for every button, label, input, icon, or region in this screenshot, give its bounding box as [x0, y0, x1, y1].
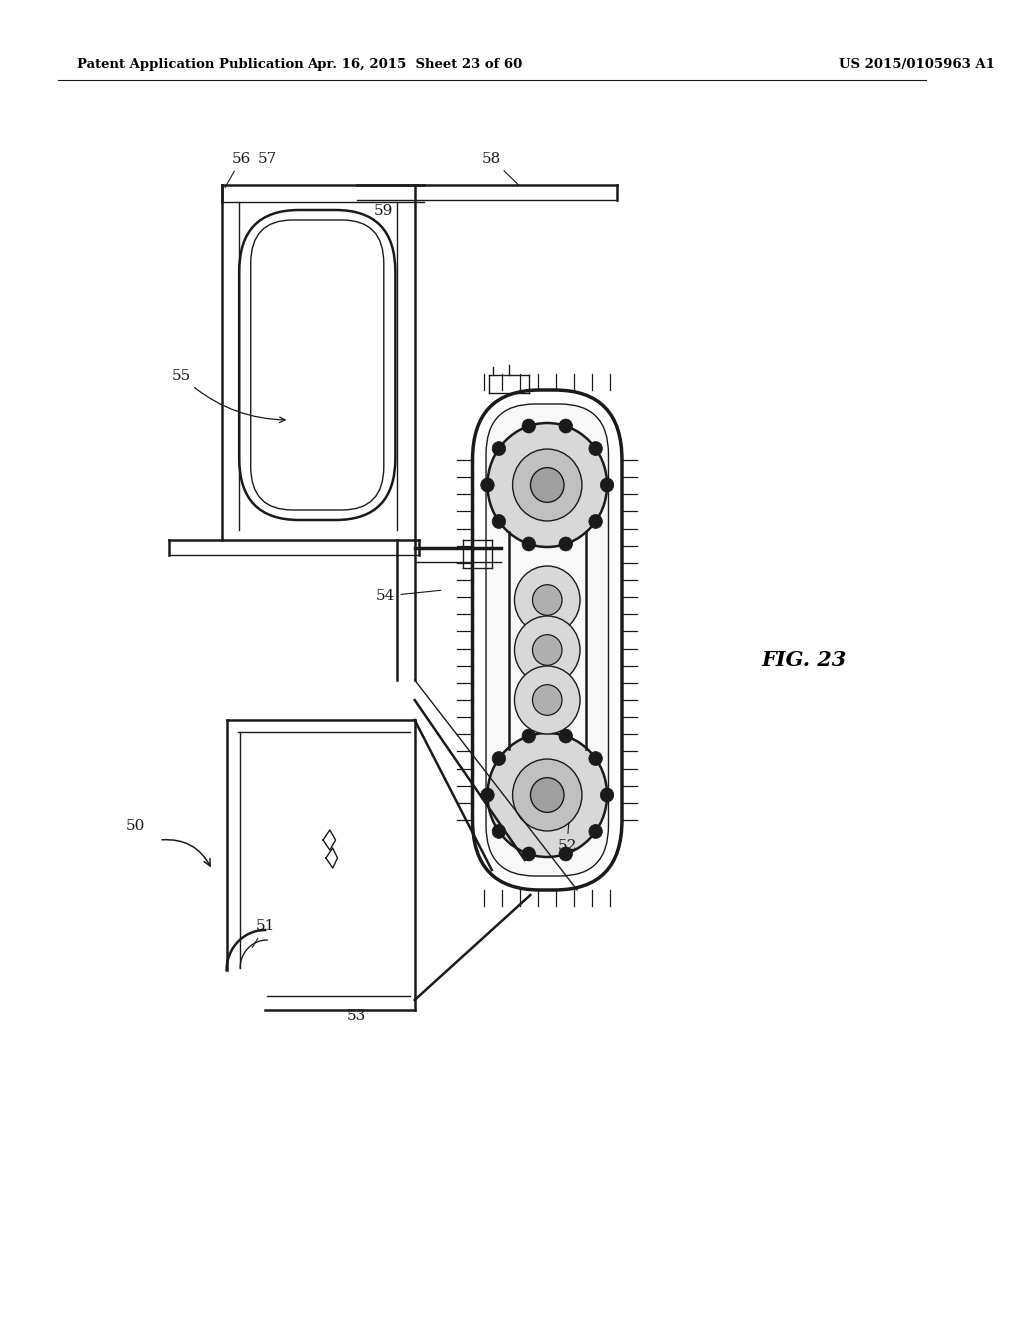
Circle shape — [493, 825, 506, 838]
Circle shape — [530, 777, 564, 812]
Circle shape — [522, 537, 536, 550]
Circle shape — [532, 635, 562, 665]
Circle shape — [559, 847, 572, 861]
Circle shape — [522, 729, 536, 743]
Circle shape — [589, 442, 602, 455]
Text: 57: 57 — [257, 152, 276, 166]
Text: 51: 51 — [252, 919, 274, 948]
Circle shape — [530, 467, 564, 503]
Circle shape — [513, 759, 582, 832]
Text: 59: 59 — [374, 205, 393, 218]
Circle shape — [589, 825, 602, 838]
Circle shape — [559, 418, 572, 433]
Circle shape — [514, 667, 580, 734]
Text: Apr. 16, 2015  Sheet 23 of 60: Apr. 16, 2015 Sheet 23 of 60 — [307, 58, 522, 71]
Text: FIG. 23: FIG. 23 — [762, 649, 847, 671]
Circle shape — [532, 585, 562, 615]
Circle shape — [600, 788, 613, 803]
Circle shape — [513, 449, 582, 521]
Text: 56: 56 — [225, 152, 251, 187]
Text: 53: 53 — [347, 1008, 367, 1023]
Circle shape — [559, 729, 572, 743]
Circle shape — [559, 537, 572, 550]
Circle shape — [522, 418, 536, 433]
Circle shape — [480, 788, 495, 803]
Circle shape — [487, 422, 607, 546]
Circle shape — [589, 751, 602, 766]
Text: Patent Application Publication: Patent Application Publication — [77, 58, 304, 71]
Text: 55: 55 — [172, 370, 285, 422]
Text: 54: 54 — [376, 589, 440, 603]
FancyBboxPatch shape — [486, 404, 608, 876]
Circle shape — [589, 515, 602, 528]
Circle shape — [493, 442, 506, 455]
Circle shape — [493, 751, 506, 766]
Circle shape — [487, 733, 607, 857]
Text: 50: 50 — [125, 818, 144, 833]
Text: 52: 52 — [557, 822, 577, 853]
Circle shape — [522, 847, 536, 861]
Text: US 2015/0105963 A1: US 2015/0105963 A1 — [839, 58, 995, 71]
Circle shape — [514, 566, 580, 634]
Circle shape — [532, 685, 562, 715]
Circle shape — [493, 515, 506, 528]
Circle shape — [514, 616, 580, 684]
Circle shape — [480, 478, 495, 492]
Text: 58: 58 — [482, 152, 519, 185]
Circle shape — [600, 478, 613, 492]
